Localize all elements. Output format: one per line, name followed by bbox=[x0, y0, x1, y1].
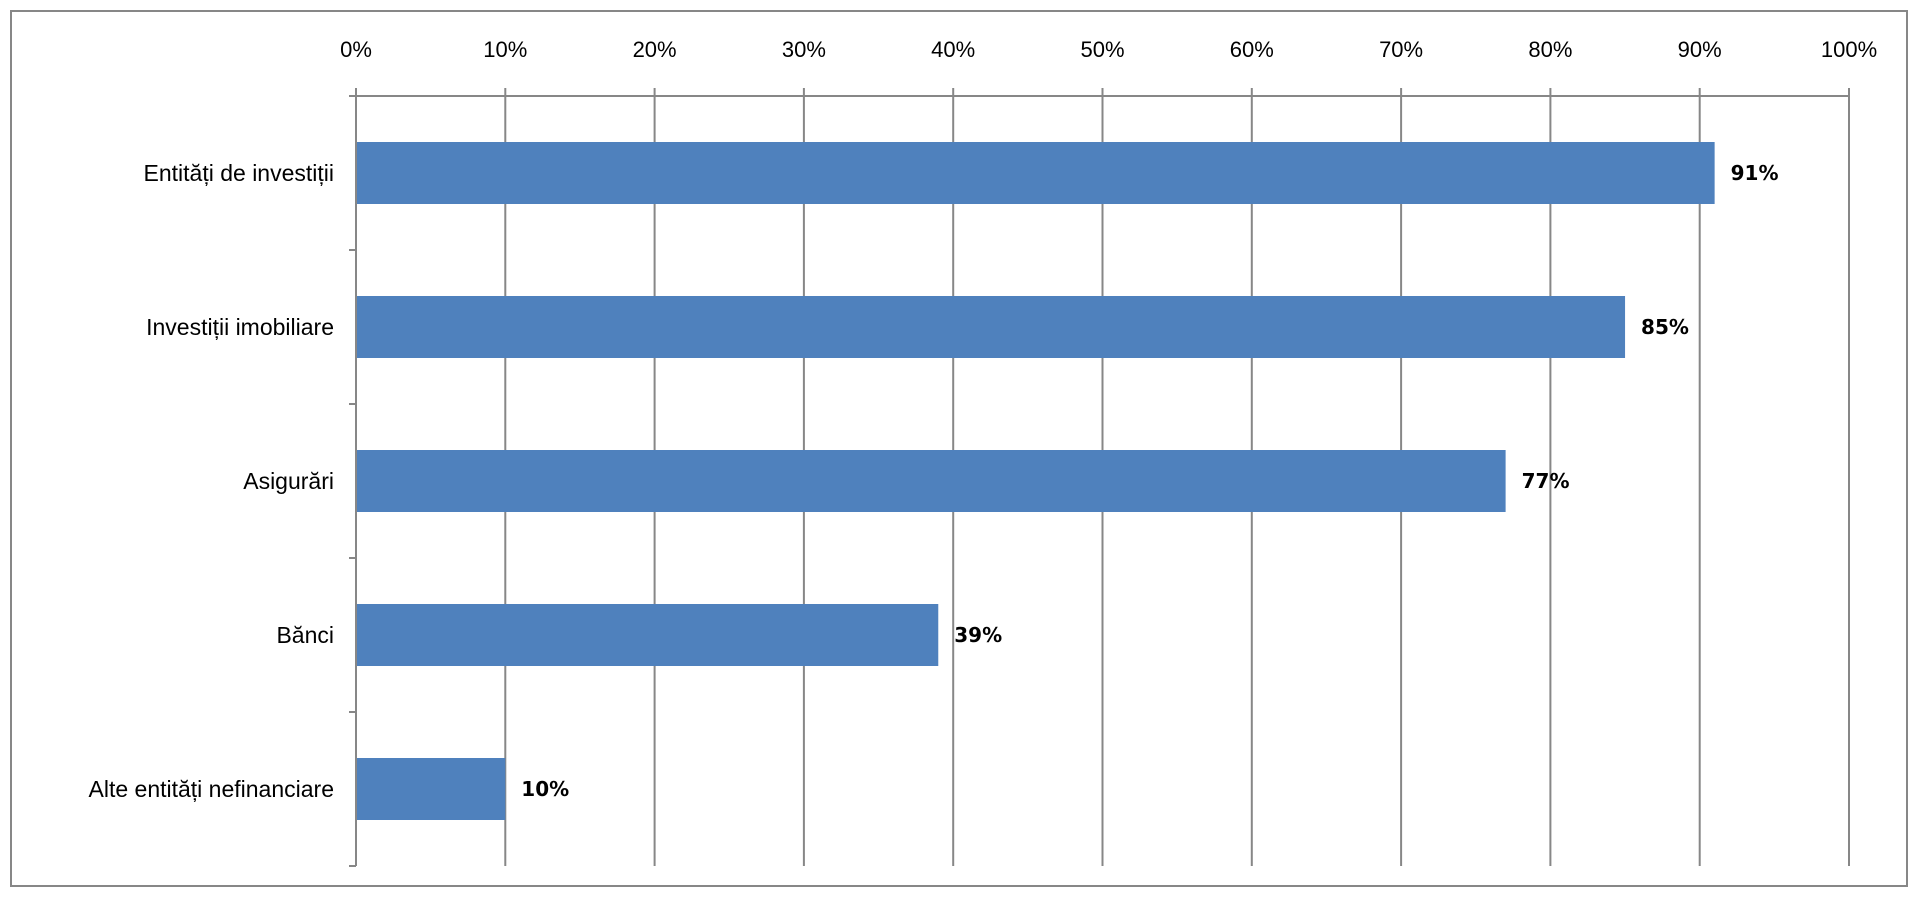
category-label: Asigurări bbox=[243, 468, 334, 494]
bar bbox=[357, 142, 1715, 204]
x-tick-label: 90% bbox=[1678, 37, 1722, 62]
gridlines bbox=[504, 96, 1850, 866]
data-label: 39% bbox=[954, 623, 1002, 647]
data-label: 91% bbox=[1731, 161, 1779, 185]
category-label: Bănci bbox=[276, 622, 334, 648]
x-tick-label: 50% bbox=[1080, 37, 1124, 62]
axes bbox=[349, 88, 1850, 867]
x-tick-label: 100% bbox=[1821, 37, 1877, 62]
bars bbox=[357, 142, 1715, 820]
x-tick-label: 40% bbox=[931, 37, 975, 62]
category-label: Entități de investiții bbox=[144, 160, 334, 186]
bar bbox=[357, 296, 1626, 358]
category-label: Investiții imobiliare bbox=[146, 314, 334, 340]
data-label: 85% bbox=[1641, 315, 1689, 339]
bar bbox=[357, 758, 506, 820]
category-label: Alte entități nefinanciare bbox=[89, 776, 335, 802]
bar bbox=[357, 604, 939, 666]
x-tick-label: 80% bbox=[1528, 37, 1572, 62]
x-tick-label: 20% bbox=[633, 37, 677, 62]
x-tick-label: 70% bbox=[1379, 37, 1423, 62]
x-tick-label: 60% bbox=[1230, 37, 1274, 62]
data-label: 10% bbox=[521, 777, 569, 801]
labels: 0% 10% 20% 30% 40% 50% 60% 70% 80% 90% 100% Entităț… bbox=[89, 37, 1878, 802]
x-tick-label: 10% bbox=[483, 37, 527, 62]
bar bbox=[357, 450, 1506, 512]
x-tick-label: 0% bbox=[340, 37, 372, 62]
data-label: 77% bbox=[1522, 469, 1570, 493]
x-tick-label: 30% bbox=[782, 37, 826, 62]
